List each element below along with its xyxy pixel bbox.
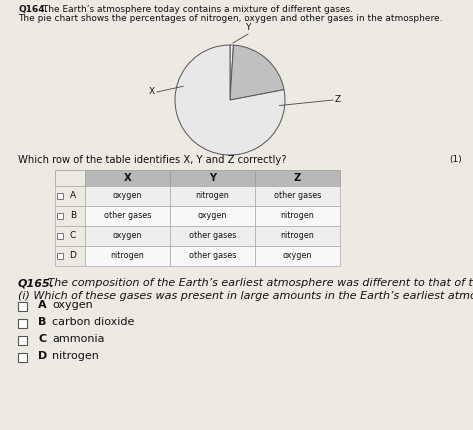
- Text: The Earth’s atmosphere today contains a mixture of different gases.: The Earth’s atmosphere today contains a …: [40, 5, 353, 14]
- Bar: [18, 319, 27, 328]
- Text: oxygen: oxygen: [52, 300, 93, 310]
- Text: oxygen: oxygen: [198, 212, 227, 221]
- Text: X: X: [123, 173, 131, 183]
- Text: Z: Z: [335, 95, 341, 104]
- Bar: [55, 206, 85, 226]
- Text: C: C: [38, 334, 46, 344]
- Bar: [170, 170, 255, 186]
- Bar: [57, 253, 63, 259]
- Bar: [57, 233, 63, 239]
- Bar: [55, 246, 85, 266]
- Bar: [255, 226, 340, 246]
- Text: nitrogen: nitrogen: [280, 231, 315, 240]
- Text: nitrogen: nitrogen: [196, 191, 229, 200]
- Text: ammonia: ammonia: [52, 334, 105, 344]
- Wedge shape: [175, 45, 285, 155]
- Text: The composition of the Earth’s earliest atmosphere was different to that of the : The composition of the Earth’s earliest …: [44, 278, 473, 288]
- Text: nitrogen: nitrogen: [280, 212, 315, 221]
- Text: Which row of the table identifies X, Y and Z correctly?: Which row of the table identifies X, Y a…: [18, 155, 287, 165]
- Text: nitrogen: nitrogen: [52, 351, 99, 361]
- Text: other gases: other gases: [189, 252, 236, 261]
- Bar: [85, 246, 170, 266]
- Text: other gases: other gases: [104, 212, 151, 221]
- Bar: [170, 186, 255, 206]
- Bar: [255, 206, 340, 226]
- Bar: [255, 170, 340, 186]
- Bar: [18, 301, 27, 310]
- Bar: [57, 213, 63, 219]
- Text: (1): (1): [449, 155, 462, 164]
- Bar: [55, 186, 85, 206]
- Text: Q165.: Q165.: [18, 278, 55, 288]
- Text: B: B: [70, 212, 76, 221]
- Text: A: A: [38, 300, 47, 310]
- Bar: [55, 226, 85, 246]
- Text: nitrogen: nitrogen: [111, 252, 144, 261]
- Bar: [170, 246, 255, 266]
- Text: X: X: [149, 87, 155, 96]
- Bar: [18, 335, 27, 344]
- Bar: [170, 226, 255, 246]
- Bar: [170, 206, 255, 226]
- Text: oxygen: oxygen: [283, 252, 312, 261]
- Text: D: D: [70, 252, 77, 261]
- Bar: [18, 353, 27, 362]
- Text: Z: Z: [294, 173, 301, 183]
- Text: B: B: [38, 317, 46, 327]
- Text: oxygen: oxygen: [113, 231, 142, 240]
- Text: Y: Y: [245, 23, 251, 32]
- Text: C: C: [70, 231, 76, 240]
- Text: oxygen: oxygen: [113, 191, 142, 200]
- Wedge shape: [230, 45, 234, 100]
- Bar: [57, 193, 63, 199]
- Bar: [55, 170, 85, 186]
- Wedge shape: [230, 45, 284, 100]
- Text: other gases: other gases: [189, 231, 236, 240]
- Bar: [85, 186, 170, 206]
- Text: A: A: [70, 191, 76, 200]
- Text: Y: Y: [209, 173, 216, 183]
- Bar: [85, 206, 170, 226]
- Text: The pie chart shows the percentages of nitrogen, oxygen and other gases in the a: The pie chart shows the percentages of n…: [18, 14, 443, 23]
- Text: Q164.: Q164.: [18, 5, 48, 14]
- Text: other gases: other gases: [274, 191, 321, 200]
- Text: D: D: [38, 351, 47, 361]
- Text: carbon dioxide: carbon dioxide: [52, 317, 134, 327]
- Text: (i) Which of these gases was present in large amounts in the Earth’s earliest at: (i) Which of these gases was present in …: [18, 291, 473, 301]
- Bar: [255, 186, 340, 206]
- Bar: [85, 170, 170, 186]
- Bar: [255, 246, 340, 266]
- Bar: [85, 226, 170, 246]
